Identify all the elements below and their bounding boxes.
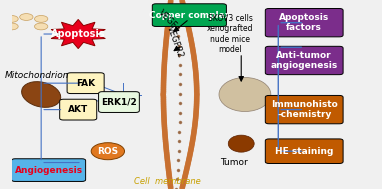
Text: Immunohisto
-chemistry: Immunohisto -chemistry: [271, 100, 338, 119]
Text: Mitochondrion: Mitochondrion: [5, 71, 70, 80]
Circle shape: [20, 14, 33, 20]
Circle shape: [34, 15, 48, 22]
Text: HE staining: HE staining: [275, 147, 333, 156]
Circle shape: [5, 15, 18, 22]
Text: AKT: AKT: [68, 105, 88, 114]
Text: Apoptosis: Apoptosis: [51, 29, 105, 39]
FancyBboxPatch shape: [265, 9, 343, 37]
Text: Cell  membrane: Cell membrane: [134, 177, 201, 186]
FancyBboxPatch shape: [99, 92, 139, 112]
FancyBboxPatch shape: [67, 73, 104, 94]
Ellipse shape: [22, 82, 61, 107]
Text: Anti-tumor
angiogenesis: Anti-tumor angiogenesis: [270, 51, 338, 70]
Circle shape: [91, 143, 125, 160]
FancyBboxPatch shape: [11, 159, 86, 181]
Text: VEGF: VEGF: [156, 8, 178, 30]
Text: VEGFR2: VEGFR2: [165, 24, 185, 59]
Ellipse shape: [228, 135, 254, 152]
Polygon shape: [51, 19, 105, 49]
Text: FAK: FAK: [76, 79, 95, 88]
Text: SKOV3 cells
xenografted
nude mice
model: SKOV3 cells xenografted nude mice model: [207, 14, 253, 54]
Text: Angiogenesis: Angiogenesis: [15, 166, 83, 175]
FancyBboxPatch shape: [152, 4, 227, 26]
Text: Tumor: Tumor: [220, 158, 248, 167]
Ellipse shape: [219, 77, 271, 112]
Circle shape: [34, 23, 48, 30]
Text: Apoptosis
factors: Apoptosis factors: [279, 13, 329, 32]
Circle shape: [5, 23, 18, 30]
Text: ROS: ROS: [97, 147, 118, 156]
Text: ERK1/2: ERK1/2: [101, 98, 137, 107]
FancyBboxPatch shape: [265, 139, 343, 163]
FancyBboxPatch shape: [60, 99, 97, 120]
FancyBboxPatch shape: [265, 46, 343, 75]
Text: Copper complex: Copper complex: [149, 11, 230, 20]
FancyBboxPatch shape: [265, 95, 343, 124]
